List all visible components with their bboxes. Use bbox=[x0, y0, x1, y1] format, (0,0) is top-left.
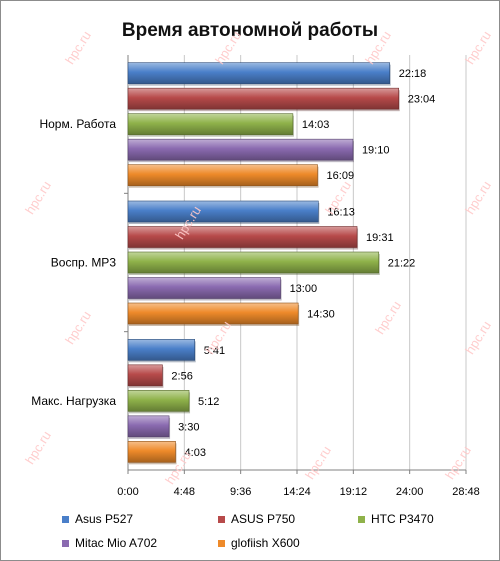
legend-item: glofiish X600 bbox=[218, 536, 300, 550]
bar-chart: 0:00 4:48 9:36 14:24 19:12 24:00 28:48 Норм. Ра… bbox=[31, 55, 480, 498]
data-label: 16:13 bbox=[327, 207, 355, 219]
legend-label: Asus P527 bbox=[75, 512, 134, 526]
data-label: 14:03 bbox=[302, 119, 330, 131]
legend-swatch bbox=[358, 515, 365, 523]
data-label: 14:30 bbox=[307, 309, 335, 321]
bar bbox=[127, 113, 294, 135]
bar bbox=[127, 138, 354, 161]
legend-swatch bbox=[62, 515, 69, 523]
legend-item: ASUS P750 bbox=[218, 512, 295, 526]
x-tick-label: 19:12 bbox=[340, 486, 368, 498]
bar bbox=[127, 62, 391, 84]
bar bbox=[127, 164, 318, 186]
legend-item: Mitac Mio A702 bbox=[62, 536, 157, 550]
category-label: Воспр. MP3 bbox=[51, 256, 117, 270]
data-label: 5:12 bbox=[198, 396, 219, 408]
bar bbox=[127, 277, 281, 299]
x-tick-label: 28:48 bbox=[452, 486, 480, 498]
bar bbox=[127, 302, 299, 325]
x-tick-label: 9:36 bbox=[230, 486, 251, 498]
legend-item: Asus P527 bbox=[62, 512, 133, 526]
chart-title: Время автономной работы bbox=[121, 20, 379, 41]
legend-swatch bbox=[62, 539, 69, 547]
data-label: 22:18 bbox=[399, 68, 427, 80]
bar bbox=[127, 200, 319, 223]
bar bbox=[127, 87, 400, 110]
data-label: 23:04 bbox=[408, 94, 436, 106]
bar bbox=[127, 226, 358, 248]
bar bbox=[127, 339, 196, 361]
legend-swatch bbox=[218, 539, 225, 547]
data-label: 4:03 bbox=[185, 447, 206, 459]
chart-legend: Asus P527 ASUS P750 HTC P3470 Mitac Mio A70… bbox=[0, 506, 500, 560]
legend-label: ASUS P750 bbox=[231, 512, 296, 526]
x-tick-label: 14:24 bbox=[283, 486, 311, 498]
legend-swatch bbox=[218, 515, 225, 523]
legend-item: HTC P3470 bbox=[358, 512, 434, 526]
legend-label: HTC P3470 bbox=[371, 512, 434, 526]
category-label: Норм. Работа bbox=[39, 117, 116, 131]
data-label: 5:41 bbox=[204, 345, 225, 357]
data-label: 13:00 bbox=[290, 283, 318, 295]
x-tick-label: 0:00 bbox=[117, 486, 138, 498]
data-label: 19:10 bbox=[362, 145, 390, 157]
data-label: 19:31 bbox=[366, 232, 394, 244]
data-label: 16:09 bbox=[327, 170, 355, 182]
x-tick-label: 24:00 bbox=[396, 486, 424, 498]
bar bbox=[127, 251, 380, 274]
bar bbox=[127, 390, 190, 412]
legend-label: Mitac Mio A702 bbox=[75, 536, 158, 550]
data-label: 21:22 bbox=[388, 258, 416, 270]
bar bbox=[127, 364, 163, 387]
category-label: Макс. Нагрузка bbox=[31, 394, 116, 408]
data-label: 3:30 bbox=[178, 421, 199, 433]
bar bbox=[127, 415, 170, 438]
bar bbox=[127, 441, 176, 463]
data-label: 2:56 bbox=[171, 370, 192, 382]
x-tick-label: 4:48 bbox=[174, 486, 195, 498]
legend-label: glofiish X600 bbox=[231, 536, 300, 550]
